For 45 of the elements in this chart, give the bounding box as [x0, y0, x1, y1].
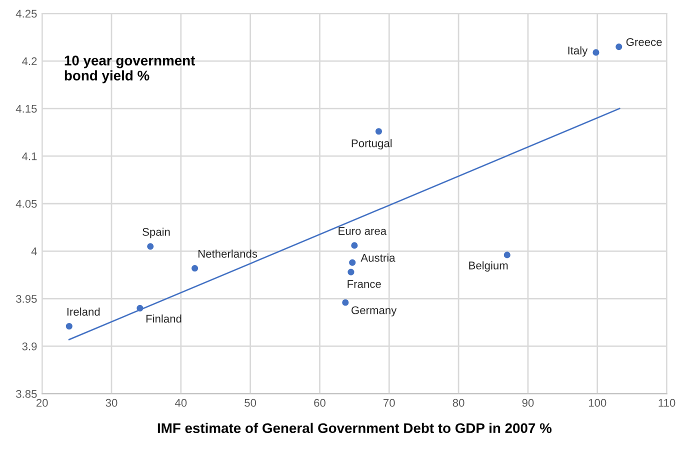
annotation: Belgium — [469, 261, 508, 272]
point — [348, 268, 354, 276]
y-tick-label: 4.05 — [16, 200, 37, 208]
x-tick-label: 100 — [588, 398, 606, 407]
x-tick-label: 90 — [522, 398, 534, 407]
x-tick-label: 80 — [452, 398, 464, 407]
x-tick-label: 40 — [174, 398, 187, 407]
x-tick-label: 70 — [384, 398, 395, 407]
annotation: Euro area — [338, 227, 387, 235]
x-tick-label: 50 — [244, 398, 256, 407]
annotation: Greece — [626, 38, 662, 46]
text: 10 year government bond yield % — [64, 56, 196, 84]
x-tick-label: 110 — [658, 398, 676, 407]
annotation: Netherlands — [198, 250, 258, 258]
point — [375, 128, 382, 135]
annotation: Italy — [568, 46, 588, 57]
x-axis-title: IMF estimate of General Government Debt to GDP in 2007 % — [158, 422, 552, 434]
y-tick-label: 4.2 — [22, 57, 37, 66]
point — [192, 264, 198, 272]
point — [592, 49, 600, 56]
point — [136, 304, 144, 312]
annotation: France — [348, 280, 381, 288]
annotation: Ireland — [67, 308, 100, 316]
y-tick-label: 3.9 — [22, 342, 37, 350]
annotation: Austria — [360, 254, 396, 262]
annotation: Finland — [146, 314, 182, 323]
y-tick-label: 4.1 — [22, 152, 37, 160]
point — [616, 43, 622, 50]
point — [349, 259, 356, 266]
x-tick-label: 20 — [36, 398, 48, 407]
x-tick-label: 60 — [314, 398, 326, 407]
y-tick-label: 4.25 — [16, 10, 37, 18]
annotation: Germany — [352, 306, 397, 316]
annotation: Portugal — [352, 139, 392, 150]
point — [342, 299, 349, 306]
y-tick-label: 4.15 — [16, 104, 37, 113]
point — [147, 243, 154, 250]
point — [351, 242, 358, 249]
y-tick-label: 3.85 — [16, 390, 37, 398]
y-tick-label: 3.95 — [16, 294, 37, 303]
point — [66, 322, 72, 330]
annotation: Spain — [142, 228, 170, 238]
y-tick-label: 4 — [31, 248, 37, 256]
x-tick-label: 30 — [106, 398, 118, 407]
point — [504, 252, 510, 258]
